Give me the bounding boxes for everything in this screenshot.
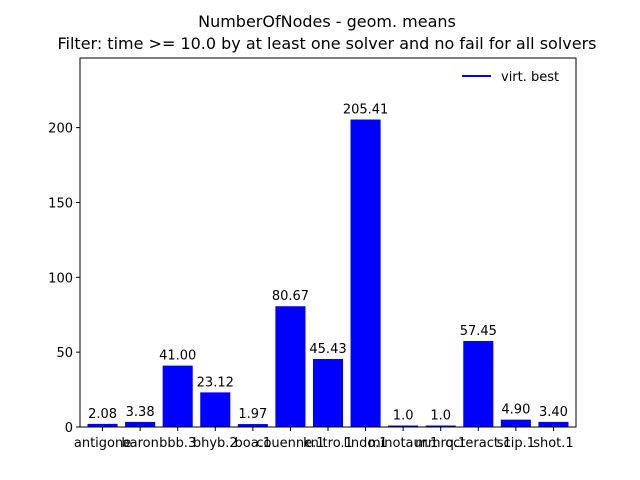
value-label-antigone: 2.08 [88,407,117,422]
x-tick-label-baron: baron [121,436,158,451]
plot-frame [79,57,577,428]
value-label-boa.1: 1.97 [238,407,267,422]
bar-lindo.1 [350,119,381,427]
bar-bhyb.2 [200,392,231,427]
legend: virt. best [462,70,559,85]
x-tick-label-boa.1: boa.1 [235,436,272,451]
y-tick-label-200: 200 [48,122,73,137]
x-tick-label-scip.1: scip.1 [497,436,535,451]
x-tick-label-minotaur.1: minotaur.1 [368,436,438,451]
bar-bbb.3 [162,365,193,427]
value-label-scip.1: 4.90 [501,403,530,418]
x-tick-label-knitro.1: knitro.1 [303,436,353,451]
bar-baron [125,421,156,427]
value-label-lindo.1: 205.41 [343,103,389,118]
value-label-baron: 3.38 [126,405,155,420]
bar-mmrq.1 [425,425,456,427]
value-label-bhyb.2: 23.12 [197,375,234,390]
chart-subtitle: Filter: time >= 10.0 by at least one sol… [57,34,596,53]
x-tick-label-bhyb.2: bhyb.2 [193,436,238,451]
x-tick-label-octeract.1: octeract.1 [445,436,511,451]
y-tick-label-0: 0 [65,421,73,436]
y-tick-label-50: 50 [56,346,73,361]
chart-title: NumberOfNodes - geom. means [198,12,456,31]
x-tick-label-mmrq.1: mmrq.1 [415,436,466,451]
y-axis: 0 50 100 150 200 [48,122,80,436]
bar-octeract.1 [463,340,494,427]
bar-knitro.1 [312,358,344,427]
bar-scip.1 [500,419,531,427]
value-label-octeract.1: 57.45 [460,324,497,339]
bar-minotaur.1 [388,425,419,427]
legend-label: virt. best [501,70,559,85]
value-label-minotaur.1: 1.0 [393,409,414,424]
value-label-mmrq.1: 1.0 [430,409,451,424]
value-label-couenne.1: 80.67 [272,289,309,304]
x-tick-label-bbb.3: bbb.3 [159,436,196,451]
value-label-knitro.1: 45.43 [309,342,346,357]
value-label-shot.1: 3.40 [539,405,568,420]
bar-antigone [87,423,118,427]
bar-boa.1 [237,424,268,427]
bar-shot.1 [538,421,569,427]
bars-group [87,119,569,427]
y-tick-label-100: 100 [48,271,73,286]
x-tick-label-couenne.1: couenne.1 [256,436,324,451]
y-tick-label-150: 150 [48,196,73,211]
value-label-bbb.3: 41.00 [159,349,196,364]
x-tick-label-lindo.1: lindo.1 [344,436,388,451]
x-tick-label-antigone: antigone [74,436,131,451]
x-tick-label-shot.1: shot.1 [533,436,573,451]
bar-couenne.1 [275,306,306,427]
